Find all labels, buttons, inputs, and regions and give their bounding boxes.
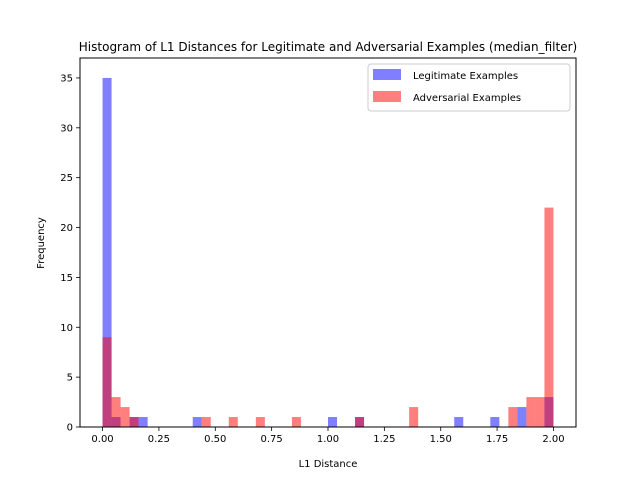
- legitimate-bar: [102, 77, 112, 427]
- legitimate-bar: [454, 417, 464, 427]
- legend-frame: [367, 63, 571, 112]
- legend: Legitimate Examples Adversarial Examples: [367, 63, 571, 112]
- x-tick-label: 1.75: [486, 434, 508, 445]
- y-tick-label: 5: [67, 373, 73, 384]
- y-tick-label: 10: [60, 323, 73, 334]
- x-tick-label: 1.25: [373, 434, 395, 445]
- y-tick-label: 20: [60, 223, 73, 234]
- adversarial-bar: [535, 397, 545, 427]
- legitimate-bar: [328, 417, 338, 427]
- y-tick-label: 35: [60, 73, 73, 84]
- x-tick-label: 0.00: [91, 434, 113, 445]
- y-tick-label: 15: [60, 273, 73, 284]
- y-axis-label: Frequency: [36, 217, 47, 269]
- adversarial-bar: [544, 207, 554, 427]
- legitimate-bar: [490, 417, 500, 427]
- chart-title: Histogram of L1 Distances for Legitimate…: [79, 40, 577, 54]
- x-tick-label: 1.50: [430, 434, 452, 445]
- bars-layer: [102, 77, 554, 427]
- legend-label-legitimate: Legitimate Examples: [413, 71, 518, 82]
- x-axis-label: L1 Distance: [299, 459, 358, 470]
- legend-label-adversarial: Adversarial Examples: [413, 93, 521, 104]
- y-axis-ticks: 0 5 10 15 20 25 30 35: [60, 73, 80, 434]
- adversarial-bar: [111, 397, 121, 427]
- x-tick-label: 0.75: [261, 434, 283, 445]
- x-tick-label: 2.00: [542, 434, 564, 445]
- adversarial-bar: [508, 407, 518, 427]
- x-tick-label: 1.00: [317, 434, 339, 445]
- y-tick-label: 0: [67, 423, 73, 434]
- adversarial-bar: [255, 417, 265, 427]
- adversarial-bar: [120, 407, 130, 427]
- x-tick-label: 0.50: [204, 434, 226, 445]
- adversarial-bar: [228, 417, 238, 427]
- legend-swatch-adversarial: [373, 91, 401, 102]
- adversarial-bar: [291, 417, 301, 427]
- adversarial-bar: [102, 337, 112, 427]
- adversarial-bar: [409, 407, 419, 427]
- y-tick-label: 30: [60, 123, 73, 134]
- adversarial-bar: [355, 417, 365, 427]
- x-tick-label: 0.25: [148, 434, 170, 445]
- legitimate-bar: [192, 417, 202, 427]
- legitimate-bar: [517, 407, 527, 427]
- x-axis-ticks: 0.00 0.25 0.50 0.75 1.00 1.25 1.50 1.75 2.00: [91, 427, 565, 445]
- adversarial-bar: [526, 397, 536, 427]
- adversarial-bar: [129, 417, 139, 427]
- legend-swatch-legitimate: [373, 69, 401, 80]
- legitimate-bar: [138, 417, 148, 427]
- y-tick-label: 25: [60, 173, 73, 184]
- adversarial-bar: [201, 417, 211, 427]
